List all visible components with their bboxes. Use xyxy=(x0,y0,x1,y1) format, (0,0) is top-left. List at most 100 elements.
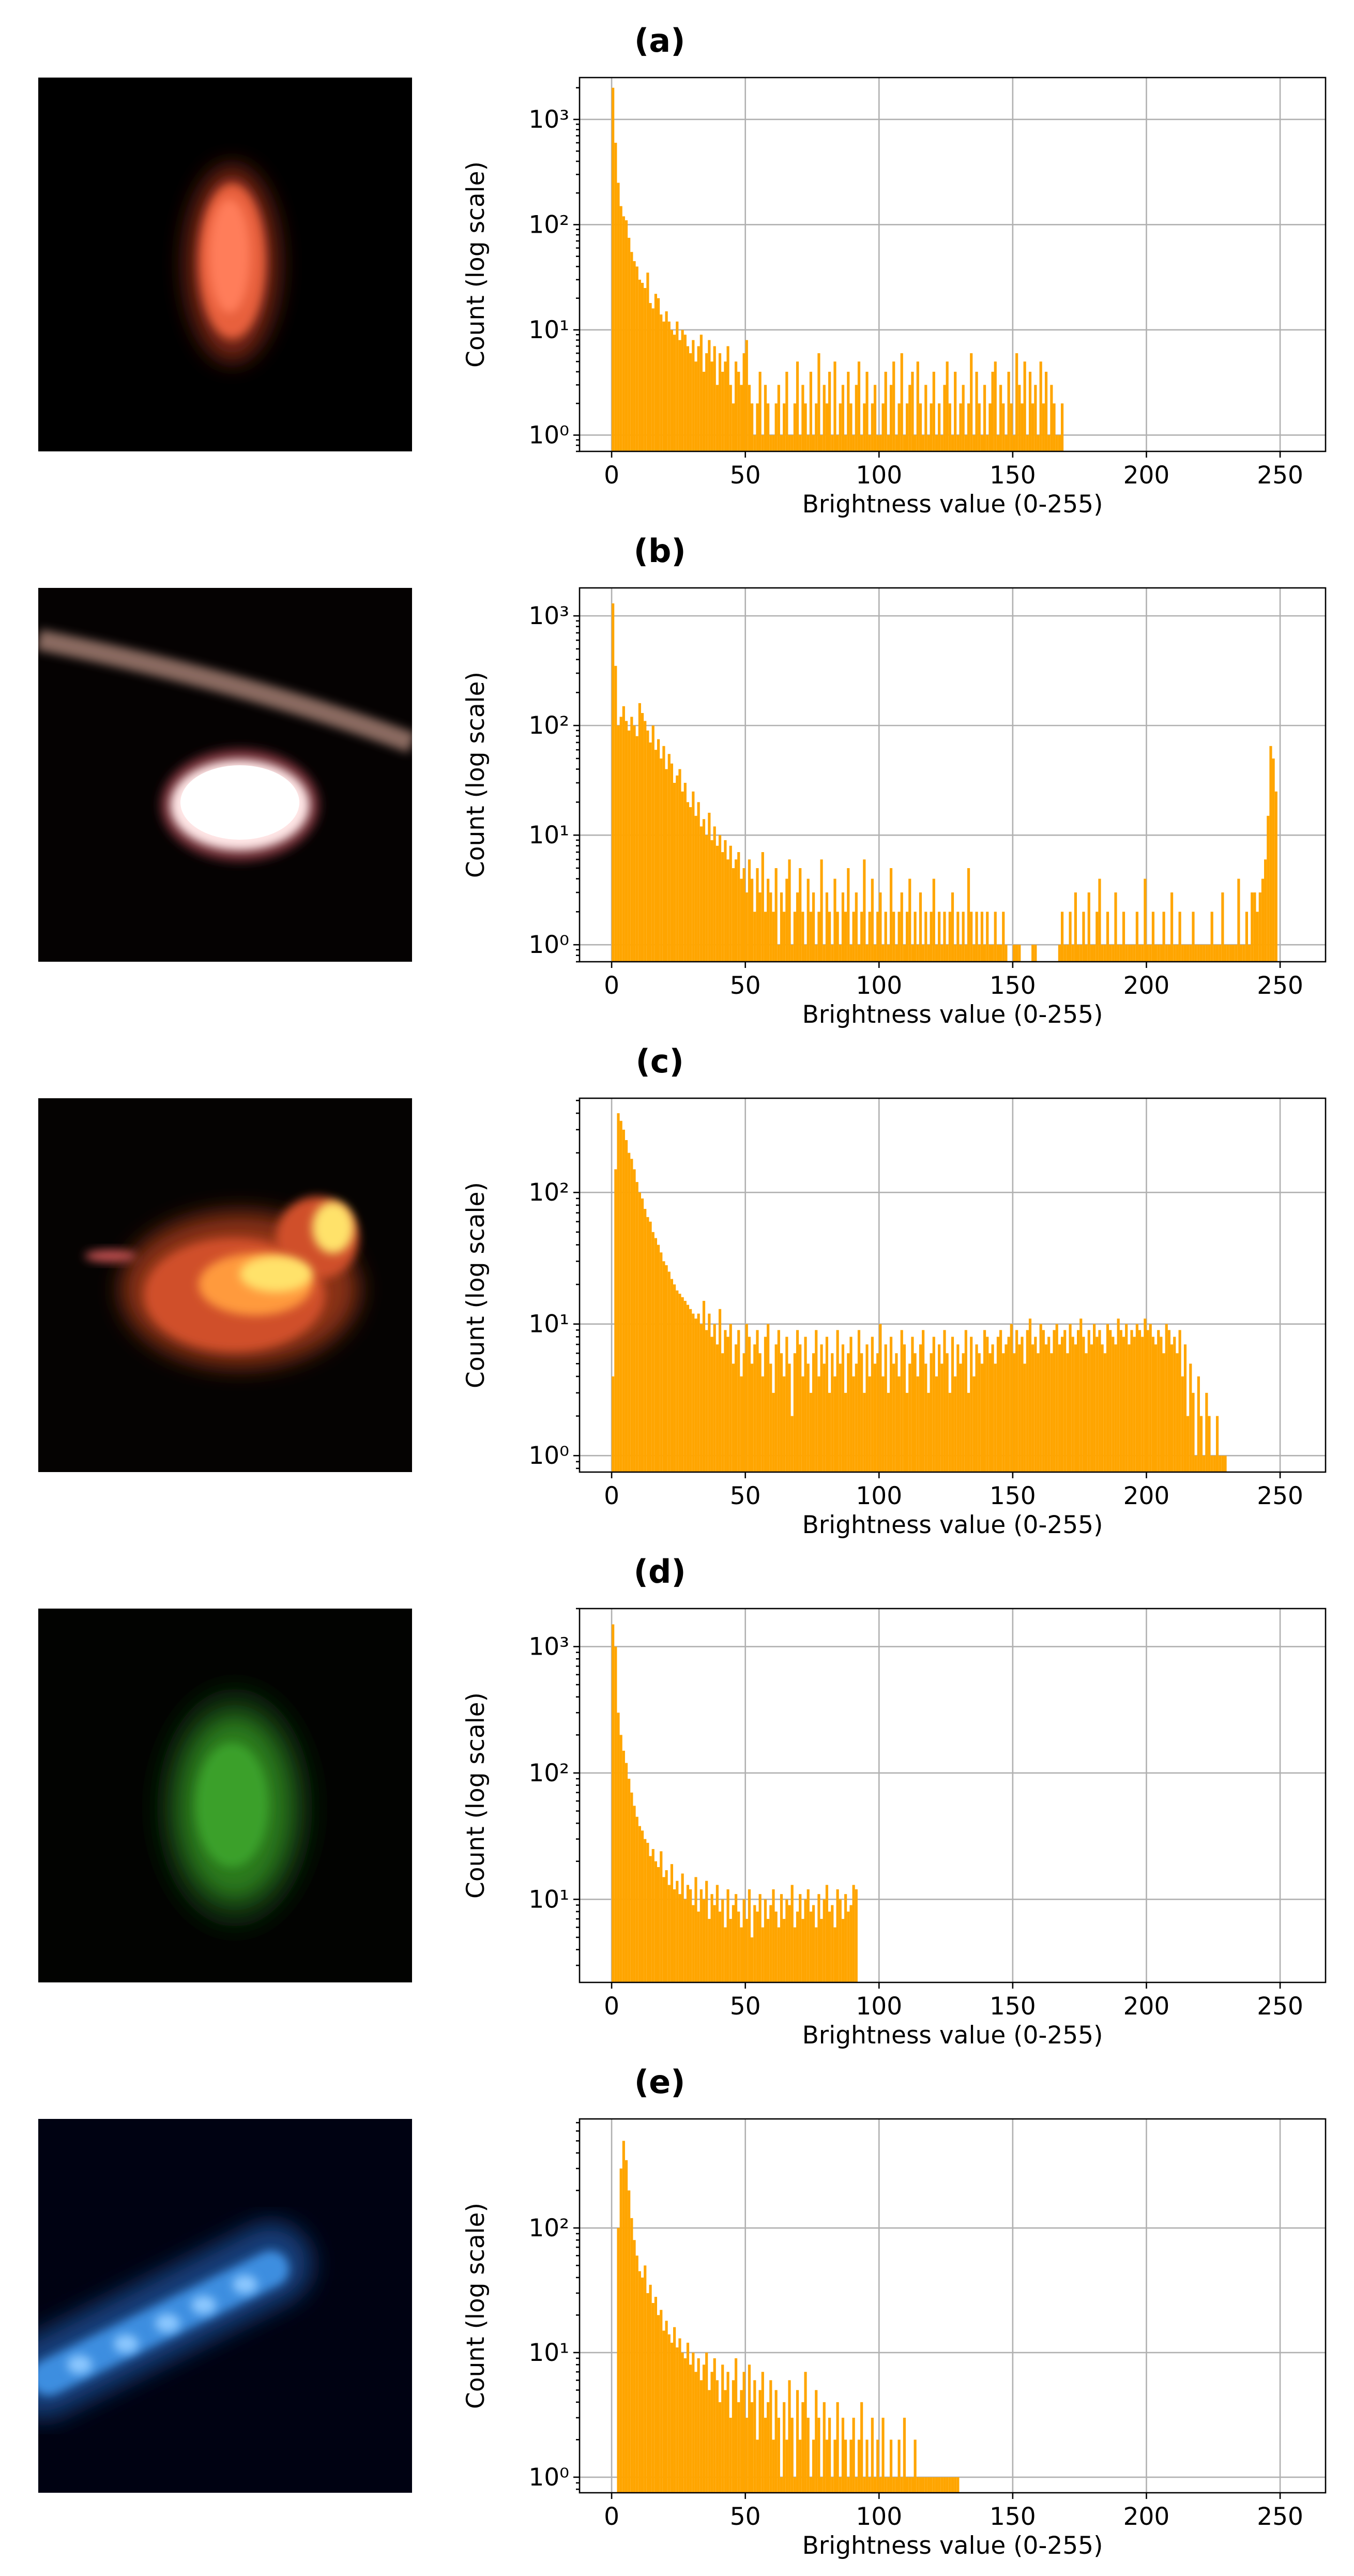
histogram-bar xyxy=(823,1899,826,1982)
histogram-bar xyxy=(951,1337,954,1472)
histogram-bar xyxy=(769,2380,772,2493)
histogram-bar xyxy=(1130,945,1133,962)
histogram-bar xyxy=(879,892,882,962)
histogram-bar xyxy=(999,945,1002,962)
histogram-bar xyxy=(948,2477,951,2493)
histogram-bar xyxy=(1154,1344,1158,1472)
histogram-bar xyxy=(1146,945,1149,962)
histogram-bar xyxy=(721,2365,724,2493)
histogram-bar xyxy=(774,868,778,962)
histogram-bar xyxy=(667,2334,671,2493)
x-tick-label: 250 xyxy=(1257,461,1303,490)
histogram-bar xyxy=(713,1905,716,1982)
histogram-bar xyxy=(844,435,847,451)
histogram-bar xyxy=(1219,945,1222,962)
histogram-bar xyxy=(905,2477,909,2493)
histogram-bar xyxy=(769,1363,772,1472)
histogram-bar xyxy=(1189,1363,1192,1472)
x-tick-label: 250 xyxy=(1257,2503,1303,2531)
histogram-bar xyxy=(662,2330,665,2493)
x-tick-label: 100 xyxy=(856,972,902,1000)
histogram-bar xyxy=(849,2439,853,2493)
histogram-bar xyxy=(732,1363,735,1472)
histogram-bar xyxy=(1112,945,1115,962)
histogram-bar xyxy=(1253,892,1256,962)
chart-title: (b) xyxy=(634,532,686,570)
histogram-bar xyxy=(922,435,925,451)
histogram-bar xyxy=(654,1861,657,1982)
histogram-bar xyxy=(785,878,788,962)
histogram-bar xyxy=(994,912,997,962)
histogram-bar xyxy=(804,1899,807,1982)
histogram-bar xyxy=(1203,945,1206,962)
histogram-bar xyxy=(1165,945,1168,962)
histogram-bar xyxy=(839,945,842,962)
histogram-bar xyxy=(1093,945,1096,962)
histogram-bar xyxy=(635,266,638,451)
histogram-bar xyxy=(635,1816,638,1982)
histogram-bar xyxy=(1090,945,1093,962)
histogram-bar xyxy=(1034,385,1037,451)
histogram-bar xyxy=(887,435,890,451)
histogram-bar xyxy=(996,1337,1000,1472)
histogram-bar xyxy=(1015,353,1018,451)
histogram-bar xyxy=(900,892,903,962)
histogram-bar xyxy=(788,859,791,962)
y-tick-label: 10⁰ xyxy=(528,1442,569,1470)
histogram-bar xyxy=(897,1376,901,1472)
histogram-bar xyxy=(625,721,628,962)
histogram-bar xyxy=(1189,945,1192,962)
histogram-bar xyxy=(911,2477,914,2493)
histogram-bar xyxy=(1146,1330,1149,1472)
histogram-bar xyxy=(905,912,909,962)
histogram-bar xyxy=(793,2477,796,2493)
histogram-bars xyxy=(612,1113,1227,1472)
histogram-bar xyxy=(619,2168,622,2493)
histogram-bar xyxy=(991,371,994,451)
x-tick-label: 150 xyxy=(990,1482,1036,1510)
histogram-bar xyxy=(614,1169,617,1472)
histogram-bar xyxy=(732,868,735,962)
histogram-bar xyxy=(622,216,625,451)
y-tick-label: 10² xyxy=(528,1759,569,1787)
histogram-bar xyxy=(999,385,1002,451)
histogram-bar xyxy=(868,2477,871,2493)
histogram-bar xyxy=(699,826,703,962)
histogram-bar xyxy=(796,1330,799,1472)
histogram-bar xyxy=(972,1376,976,1472)
histogram-bar xyxy=(617,2228,620,2493)
histogram-bar xyxy=(726,346,729,451)
histogram-bar xyxy=(1205,1392,1208,1472)
histogram-bar xyxy=(916,1376,919,1472)
histogram-bar xyxy=(734,2358,738,2493)
histogram-bar xyxy=(1157,1330,1160,1472)
histogram-bar xyxy=(748,1889,751,1982)
histogram-bar xyxy=(983,1330,986,1472)
histogram-bar xyxy=(635,2255,638,2493)
histogram-bar xyxy=(943,912,946,962)
histogram-bar xyxy=(914,1353,917,1472)
histogram-bar xyxy=(644,1839,647,1982)
histogram-bar xyxy=(895,945,898,962)
panel-d: (d) 0 50 100 150 200 250 10¹ 10² 10³ Brightness va… xyxy=(38,1553,1327,2050)
histogram-bar xyxy=(804,403,807,451)
histogram-bar xyxy=(716,845,719,962)
histogram-bar xyxy=(774,2390,778,2493)
histogram-bar xyxy=(938,912,941,962)
histogram-bar xyxy=(924,2477,927,2493)
histogram-bar xyxy=(796,2390,799,2493)
histogram-bar xyxy=(713,826,716,962)
histogram-bar xyxy=(633,1806,636,1982)
histogram-bar xyxy=(1034,945,1037,962)
histogram-bar xyxy=(1002,912,1005,962)
histogram-bar xyxy=(683,335,687,451)
histogram-bar xyxy=(847,1353,850,1472)
histogram-bar xyxy=(1053,403,1056,451)
histogram-bar xyxy=(865,371,869,451)
histogram-bar xyxy=(908,1363,911,1472)
histogram-bar xyxy=(673,1889,676,1982)
histogram-bar xyxy=(710,1337,713,1472)
histogram-bar xyxy=(943,2477,946,2493)
histogram-bar xyxy=(809,371,812,451)
x-tick-label: 200 xyxy=(1123,1482,1170,1510)
